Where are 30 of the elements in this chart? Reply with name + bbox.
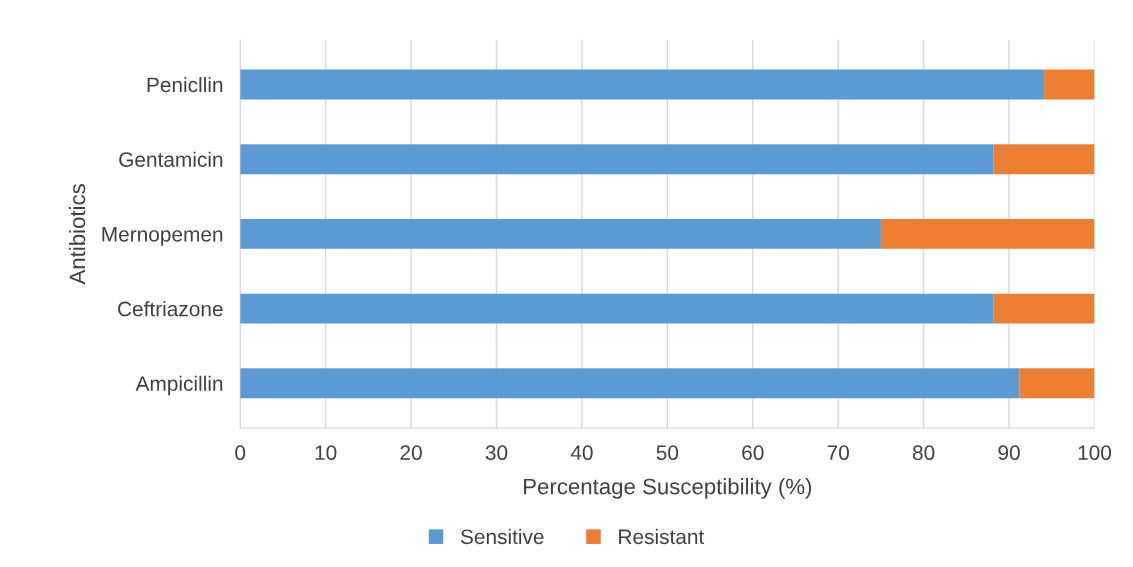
y-tick-label: Gentamicin bbox=[119, 151, 223, 167]
bar bbox=[880, 218, 1095, 249]
y-tick-label: Mernopemen bbox=[102, 227, 223, 246]
x-tick-label: 30 bbox=[485, 445, 508, 461]
bar bbox=[240, 368, 1020, 399]
bar bbox=[993, 293, 1095, 324]
x-tick-label: 70 bbox=[827, 445, 849, 461]
bar bbox=[240, 218, 881, 249]
x-tick-label: 90 bbox=[998, 445, 1020, 461]
x-tick-label: 60 bbox=[742, 445, 764, 461]
y-tick-label: Penicllin bbox=[147, 76, 223, 93]
y-axis-title: Antibiotics bbox=[68, 184, 86, 285]
x-tick-label: 20 bbox=[400, 445, 422, 461]
x-tick-label: 80 bbox=[912, 445, 935, 461]
bar bbox=[1044, 69, 1095, 100]
x-tick-label: 40 bbox=[570, 445, 593, 461]
x-tick-label: 100 bbox=[1078, 445, 1112, 461]
x-tick-label: 50 bbox=[656, 445, 679, 461]
bar bbox=[240, 293, 994, 324]
x-axis-title: Percentage Susceptibility (%) bbox=[524, 478, 812, 499]
bar bbox=[1019, 368, 1095, 399]
y-tick-label: Ampicillin bbox=[135, 375, 223, 396]
bar bbox=[240, 69, 1045, 100]
legend-label: Sensitive bbox=[460, 528, 544, 545]
y-tick-label: Ceftriazone bbox=[118, 301, 223, 317]
bar bbox=[240, 144, 994, 175]
legend-label: Resistant bbox=[619, 528, 705, 545]
x-tick-label: 10 bbox=[315, 445, 337, 461]
bar bbox=[993, 144, 1095, 175]
x-tick-label: 0 bbox=[235, 445, 246, 461]
